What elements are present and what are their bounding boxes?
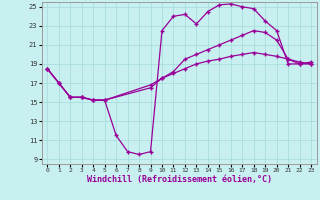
X-axis label: Windchill (Refroidissement éolien,°C): Windchill (Refroidissement éolien,°C) [87,175,272,184]
